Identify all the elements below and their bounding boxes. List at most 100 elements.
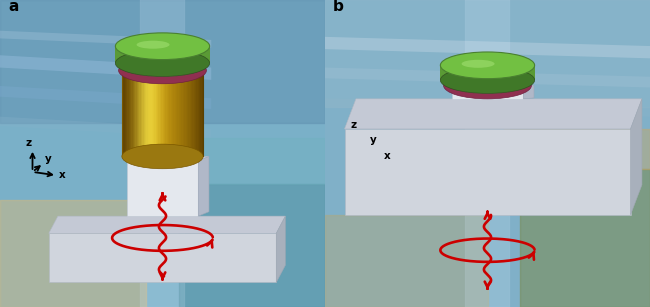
Bar	[161, 71, 162, 157]
Bar	[148, 71, 150, 157]
Text: x: x	[58, 170, 66, 180]
Bar	[125, 71, 126, 157]
Polygon shape	[630, 99, 642, 215]
Polygon shape	[116, 46, 209, 63]
Bar	[180, 71, 182, 157]
Polygon shape	[443, 80, 532, 86]
Bar	[131, 71, 133, 157]
Text: y: y	[370, 135, 377, 145]
Bar	[156, 71, 157, 157]
Polygon shape	[49, 216, 285, 233]
Bar	[200, 71, 202, 157]
Bar	[172, 71, 174, 157]
Bar	[126, 71, 127, 157]
Bar	[122, 71, 124, 157]
Ellipse shape	[116, 33, 209, 60]
Polygon shape	[127, 161, 198, 216]
Bar	[133, 71, 135, 157]
Bar	[165, 71, 167, 157]
Bar	[162, 71, 164, 157]
Bar	[187, 71, 188, 157]
Bar	[160, 71, 161, 157]
Ellipse shape	[136, 41, 170, 49]
Bar	[155, 71, 156, 157]
Text: a: a	[8, 0, 18, 14]
Bar	[188, 71, 190, 157]
Ellipse shape	[441, 67, 534, 93]
Bar	[140, 71, 141, 157]
Bar	[124, 71, 125, 157]
Bar	[177, 71, 179, 157]
Ellipse shape	[441, 52, 534, 79]
Bar	[135, 71, 137, 157]
Bar	[176, 71, 177, 157]
Bar	[159, 71, 160, 157]
Bar	[191, 71, 192, 157]
Text: b: b	[333, 0, 344, 14]
Bar	[146, 71, 148, 157]
Bar	[150, 71, 152, 157]
Bar	[179, 71, 181, 157]
Polygon shape	[523, 86, 534, 99]
Polygon shape	[452, 86, 534, 87]
Bar	[138, 71, 140, 157]
Bar	[166, 71, 168, 157]
Polygon shape	[118, 63, 207, 71]
Polygon shape	[452, 87, 523, 99]
Bar	[195, 71, 197, 157]
Bar	[134, 71, 136, 157]
Bar	[202, 71, 203, 157]
Ellipse shape	[118, 50, 207, 76]
Bar	[130, 71, 132, 157]
Polygon shape	[0, 55, 211, 80]
Bar	[149, 71, 151, 157]
Text: x: x	[384, 151, 391, 161]
Bar	[184, 71, 186, 157]
Bar	[157, 71, 159, 157]
Ellipse shape	[118, 57, 207, 84]
Polygon shape	[198, 157, 209, 216]
Polygon shape	[140, 0, 185, 307]
Bar	[136, 71, 138, 157]
Bar	[170, 71, 172, 157]
Polygon shape	[441, 65, 534, 80]
Polygon shape	[0, 86, 211, 109]
Polygon shape	[325, 98, 650, 117]
Bar	[185, 71, 187, 157]
Ellipse shape	[443, 67, 532, 93]
Bar	[183, 71, 185, 157]
Bar	[198, 71, 200, 157]
Ellipse shape	[462, 60, 495, 68]
Bar	[151, 71, 153, 157]
Bar	[194, 71, 196, 157]
Polygon shape	[127, 157, 209, 161]
Ellipse shape	[116, 50, 209, 76]
Polygon shape	[276, 216, 285, 282]
Polygon shape	[325, 37, 650, 58]
Polygon shape	[0, 117, 211, 138]
Bar	[192, 71, 194, 157]
Bar	[181, 71, 183, 157]
Bar	[199, 71, 201, 157]
Bar	[175, 71, 176, 157]
Bar	[141, 71, 142, 157]
Polygon shape	[0, 31, 211, 48]
Bar	[190, 71, 191, 157]
Bar	[142, 71, 144, 157]
Polygon shape	[344, 99, 642, 129]
Ellipse shape	[443, 72, 532, 99]
Text: z: z	[25, 138, 31, 149]
Bar	[127, 71, 129, 157]
Text: z: z	[350, 120, 356, 130]
Polygon shape	[465, 0, 510, 307]
Bar	[164, 71, 166, 157]
Bar	[153, 71, 155, 157]
Bar	[129, 71, 130, 157]
Polygon shape	[49, 233, 276, 282]
Bar	[145, 71, 146, 157]
Ellipse shape	[122, 144, 203, 169]
Bar	[196, 71, 198, 157]
Bar	[169, 71, 171, 157]
Polygon shape	[325, 68, 650, 87]
Bar	[144, 71, 145, 157]
